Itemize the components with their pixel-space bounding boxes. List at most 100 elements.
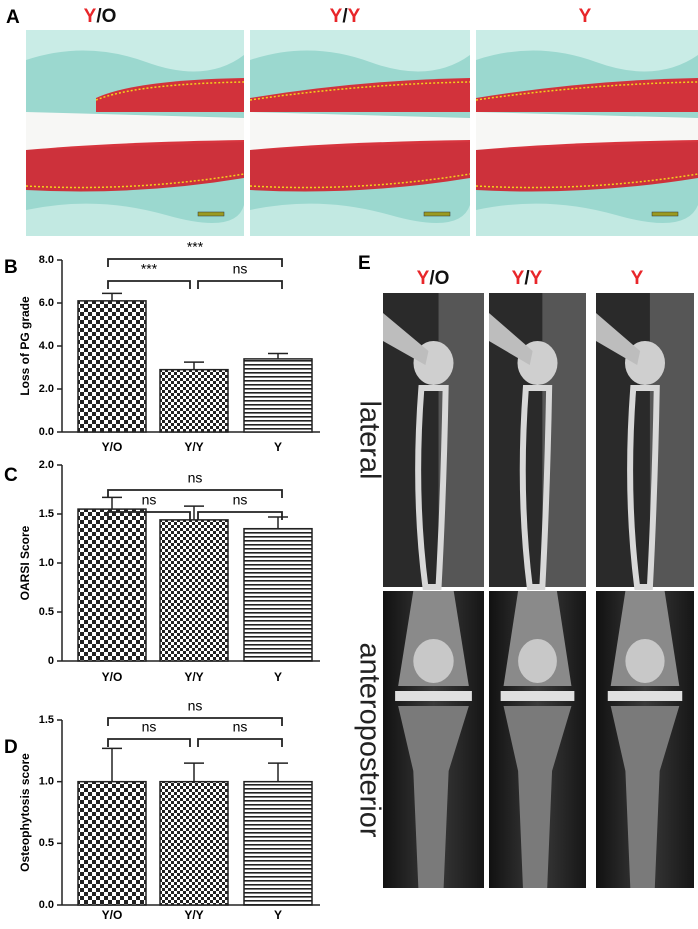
bar <box>77 508 147 662</box>
tibia <box>415 385 449 590</box>
tibia <box>610 706 680 888</box>
significance-bracket: ns <box>107 719 191 747</box>
significance-bracket: *** <box>107 261 191 289</box>
joint-space <box>250 112 470 150</box>
lower-cartilage <box>250 140 470 192</box>
y-tick-label: 1.0 <box>39 557 54 569</box>
tidemark <box>95 81 245 101</box>
column-header: Y/Y <box>512 268 543 289</box>
column-header: Y/Y <box>330 6 361 27</box>
significance-label: ns <box>233 261 248 277</box>
tidemark <box>25 173 245 189</box>
upper-cartilage <box>250 78 470 112</box>
y-tick-label: 1.5 <box>39 714 54 726</box>
significance-bracket: ns <box>197 492 283 520</box>
xray-image <box>596 591 694 888</box>
column-header: Y/O <box>417 268 450 289</box>
significance-label: ns <box>188 698 203 714</box>
significance-bracket: *** <box>107 239 283 267</box>
scale-bar <box>423 211 451 217</box>
histology-image <box>25 30 245 236</box>
condyle <box>625 639 665 683</box>
bone-texture <box>250 30 470 72</box>
significance-label: ns <box>233 719 248 735</box>
column-header: Y <box>579 6 592 27</box>
significance-label: ns <box>142 492 157 508</box>
x-tick-label: Y <box>274 670 282 684</box>
joint-space <box>476 112 698 150</box>
significance-bracket: ns <box>197 719 283 747</box>
significance-label: *** <box>141 261 158 277</box>
bone-texture <box>26 203 244 236</box>
xray-image <box>383 591 484 888</box>
y-tick-label: 8.0 <box>39 254 54 266</box>
xray-image <box>489 293 586 590</box>
column-header: Y/O <box>84 6 117 27</box>
y-tick-label: 2.0 <box>39 459 54 471</box>
y-tick-label: 0 <box>48 655 54 667</box>
condyle <box>413 639 454 683</box>
y-axis-label: Loss of PG grade <box>18 296 32 396</box>
x-tick-label: Y/Y <box>184 440 203 454</box>
joint-line <box>500 691 575 701</box>
joint-line <box>607 691 683 701</box>
bracket-line <box>107 280 191 289</box>
bar <box>159 368 229 433</box>
tibia <box>398 706 469 888</box>
column-header: Y <box>631 268 644 289</box>
x-tick-label: Y <box>274 440 282 454</box>
row-label: lateral <box>353 401 385 480</box>
bar <box>243 527 313 662</box>
bone-texture <box>476 203 698 236</box>
tibia <box>503 706 572 888</box>
condyle <box>518 639 557 683</box>
y-tick-label: 0.0 <box>39 899 54 911</box>
bone-texture <box>476 30 698 72</box>
femur <box>383 313 429 365</box>
histology-image <box>249 30 471 236</box>
bone-texture <box>26 30 244 72</box>
bracket-line <box>107 258 283 267</box>
bar <box>159 519 229 662</box>
y-axis-label: OARSI Score <box>18 525 32 600</box>
bone-texture <box>250 203 470 236</box>
significance-label: ns <box>233 492 248 508</box>
lower-cartilage <box>476 140 698 192</box>
y-tick-label: 0.5 <box>39 837 54 849</box>
tidemark <box>249 81 471 101</box>
tibia <box>627 385 660 590</box>
y-tick-label: 0.5 <box>39 606 54 618</box>
y-tick-label: 2.0 <box>39 383 54 395</box>
bar <box>243 358 313 433</box>
panel-label: C <box>4 465 18 486</box>
tidemark <box>249 173 471 189</box>
x-tick-label: Y/O <box>102 670 123 684</box>
xray-image <box>489 591 586 888</box>
scale-bar <box>651 211 679 217</box>
bracket-line <box>107 489 283 498</box>
x-tick-label: Y/Y <box>184 670 203 684</box>
upper-cartilage <box>96 78 244 112</box>
bracket-line <box>197 511 283 520</box>
x-tick-label: Y <box>274 908 282 922</box>
significance-bracket: ns <box>107 470 283 498</box>
bracket-line <box>197 738 283 747</box>
significance-bracket: ns <box>107 698 283 726</box>
upper-cartilage <box>476 78 698 112</box>
lower-cartilage <box>26 140 244 192</box>
femur <box>489 313 533 365</box>
significance-label: *** <box>187 239 204 255</box>
femur <box>596 313 641 365</box>
bar <box>159 780 229 906</box>
joint-space <box>26 112 244 150</box>
xray-image <box>596 293 694 590</box>
panel-charts: B Loss of PG grade 0.0 2.0 4.0 6.0 8.0 Y/O Y/Y Y *… <box>4 239 320 922</box>
x-tick-label: Y/Y <box>184 908 203 922</box>
significance-label: ns <box>188 470 203 486</box>
y-axis-label: Osteophytosis score <box>18 753 32 872</box>
bracket-line <box>107 511 191 520</box>
panel-label: A <box>6 7 20 28</box>
panel-a: A Y/O Y/Y Y <box>6 6 698 236</box>
significance-label: ns <box>142 719 157 735</box>
